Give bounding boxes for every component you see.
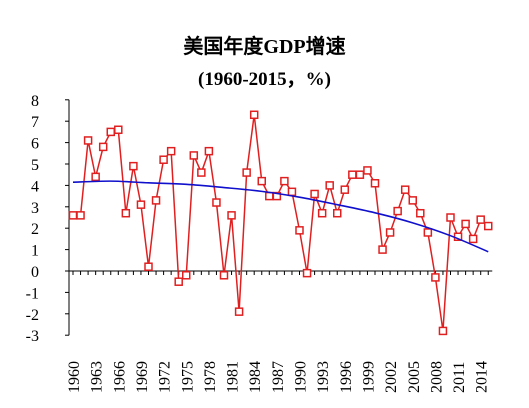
data-point-marker: [484, 221, 493, 231]
y-tick-label: 4: [31, 178, 39, 195]
data-point-marker: [385, 228, 395, 237]
trend-line: [72, 180, 489, 253]
x-tick-label: 1990: [293, 361, 310, 393]
y-tick-label: -3: [26, 328, 39, 345]
x-tick-label: 1966: [111, 361, 128, 393]
data-point-marker: [310, 189, 319, 199]
x-tick-label: 2005: [406, 361, 423, 393]
x-tick-label: 2014: [474, 361, 491, 393]
data-point-marker: [121, 208, 131, 218]
data-point-marker: [68, 211, 78, 220]
chart-subtitle: (1960-2015，%): [198, 69, 331, 90]
data-point-marker: [257, 176, 266, 186]
data-point-marker: [317, 208, 327, 218]
data-point-marker: [174, 277, 183, 286]
data-point-marker: [416, 208, 425, 218]
data-point-marker: [212, 198, 221, 207]
y-tick-label: 0: [31, 264, 39, 281]
data-point-marker: [393, 206, 402, 216]
data-point-marker: [423, 228, 433, 237]
data-point-marker: [136, 200, 146, 209]
data-point-marker: [363, 166, 372, 175]
data-point-marker: [408, 196, 417, 205]
data-point-marker: [151, 196, 161, 205]
data-point-marker: [76, 211, 85, 220]
data-point-marker: [295, 226, 304, 235]
data-point-marker: [446, 213, 455, 222]
y-tick-label: 5: [31, 157, 39, 174]
x-tick-label: 1984: [247, 361, 264, 393]
data-point-marker: [265, 191, 274, 201]
x-tick-label: 1993: [315, 361, 332, 393]
x-tick-label: 1972: [157, 361, 174, 393]
data-point-marker: [159, 155, 168, 164]
x-tick-label: 1960: [66, 361, 83, 393]
data-point-marker: [355, 170, 365, 179]
y-tick-label: -2: [26, 307, 39, 324]
data-point-marker: [91, 172, 100, 182]
data-point-marker: [204, 146, 214, 156]
data-point-marker: [114, 125, 123, 135]
x-tick-label: 2008: [428, 361, 445, 393]
data-point-marker: [340, 185, 350, 194]
data-point-marker: [476, 215, 485, 224]
data-point-marker: [182, 271, 191, 280]
data-point-marker: [249, 110, 259, 120]
data-point-marker: [333, 208, 342, 218]
x-tick-label: 2011: [451, 362, 468, 393]
data-point-marker: [166, 146, 176, 156]
data-point-marker: [144, 262, 153, 271]
data-point-marker: [272, 191, 282, 201]
data-point-marker: [400, 185, 410, 194]
data-point-marker: [242, 168, 251, 177]
data-point-marker: [129, 161, 138, 171]
x-tick-label: 1975: [179, 361, 196, 393]
data-point-marker: [348, 170, 357, 179]
gdp-growth-line: [73, 114, 489, 332]
data-point-marker: [431, 273, 440, 282]
data-point-marker: [370, 179, 380, 188]
data-point-marker: [461, 219, 470, 229]
data-point-marker: [189, 151, 199, 160]
data-point-marker: [227, 211, 236, 220]
y-tick-label: 6: [31, 136, 39, 153]
y-tick-label: -1: [26, 285, 39, 302]
x-tick-label: 1963: [89, 361, 106, 393]
x-tick-label: 1969: [134, 361, 151, 393]
x-tick-label: 1987: [270, 361, 287, 393]
y-tick-label: 7: [31, 114, 39, 131]
data-point-marker: [197, 168, 206, 177]
x-tick-label: 1996: [338, 361, 355, 393]
data-point-marker: [106, 127, 115, 137]
data-point-marker: [378, 245, 387, 254]
data-point-marker: [234, 307, 244, 316]
x-tick-label: 1978: [202, 361, 219, 393]
data-point-marker: [287, 187, 297, 197]
data-point-marker: [325, 181, 334, 190]
y-tick-label: 1: [31, 243, 39, 260]
data-point-marker: [302, 268, 312, 278]
data-point-marker: [468, 234, 478, 244]
x-tick-label: 2002: [383, 361, 400, 393]
chart-title: 美国年度GDP增速: [183, 36, 346, 58]
data-point-marker: [438, 326, 448, 336]
x-tick-label: 1999: [360, 361, 377, 393]
data-point-marker: [83, 136, 93, 145]
data-point-marker: [98, 142, 108, 152]
data-point-marker: [219, 271, 229, 280]
y-tick-label: 8: [31, 93, 39, 110]
y-tick-label: 3: [31, 200, 39, 217]
x-tick-label: 1981: [225, 361, 242, 393]
data-point-marker: [280, 176, 289, 186]
y-tick-label: 2: [31, 221, 39, 238]
